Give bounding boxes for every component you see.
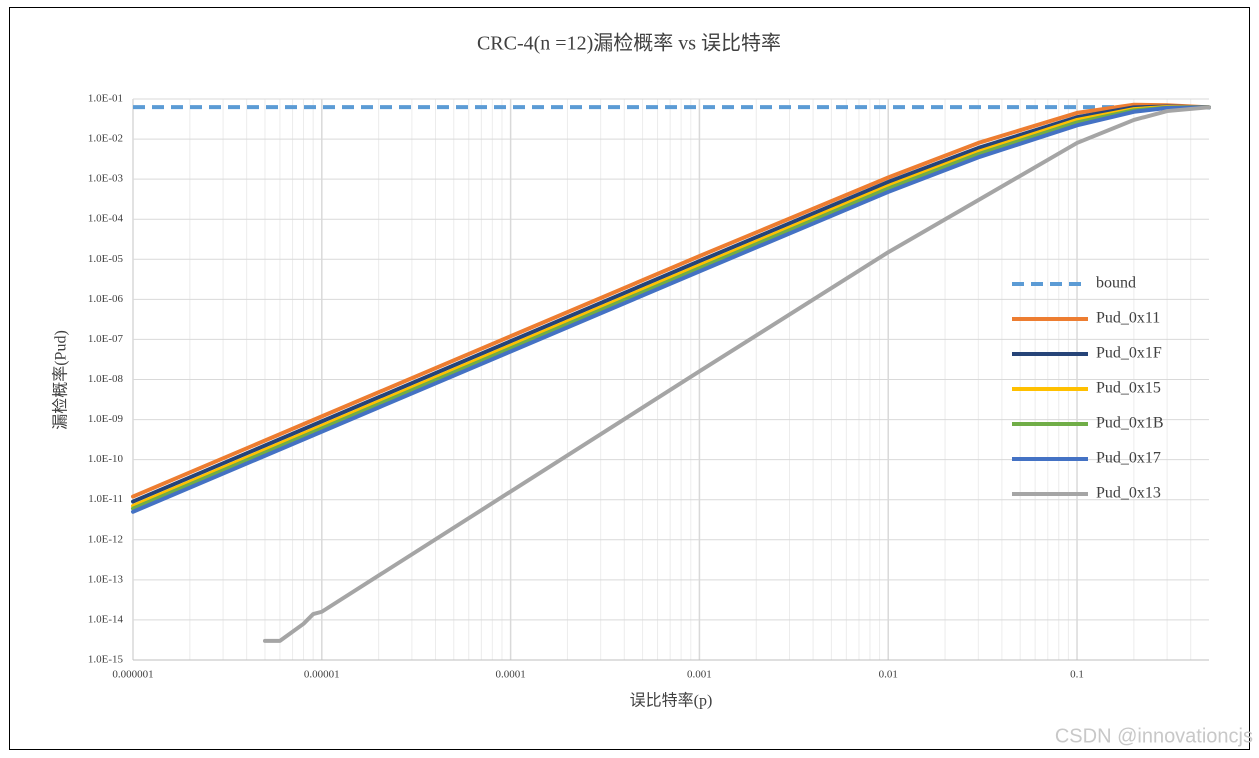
legend-label: Pud_0x11 [1096,310,1160,327]
y-tick-label: 1.0E-06 [88,293,124,305]
x-tick-label: 0.1 [1070,669,1084,681]
y-tick-label: 1.0E-01 [88,93,123,105]
series-line [131,105,1211,514]
legend-label: Pud_0x13 [1096,485,1161,502]
y-tick-label: 1.0E-09 [88,413,124,425]
x-tick-label: 0.01 [879,669,898,681]
y-tick-label: 1.0E-03 [88,173,124,185]
y-tick-label: 1.0E-12 [88,533,123,545]
y-tick-label: 1.0E-10 [88,453,124,465]
series-line [262,105,1211,643]
legend-label: Pud_0x1F [1096,345,1162,362]
y-tick-label: 1.0E-15 [88,654,124,666]
y-tick-label: 1.0E-14 [88,613,124,625]
y-tick-label: 1.0E-07 [88,333,124,345]
x-axis-label: 误比特率(p) [630,692,713,710]
legend-label: Pud_0x1B [1096,415,1164,432]
legend-label: Pud_0x15 [1096,380,1161,397]
y-tick-label: 1.0E-02 [88,133,123,145]
y-tick-label: 1.0E-05 [88,253,124,265]
x-tick-label: 0.000001 [112,669,153,681]
legend-label: bound [1096,275,1136,292]
y-tick-label: 1.0E-08 [88,373,124,385]
y-tick-label: 1.0E-11 [88,493,123,505]
y-axis-label: 漏检概率(Pud) [52,330,70,430]
x-tick-label: 0.001 [687,669,712,681]
y-tick-label: 1.0E-04 [88,213,124,225]
watermark: CSDN @innovationcjs [1055,725,1253,747]
y-tick-label: 1.0E-13 [88,573,124,585]
legend-label: Pud_0x17 [1096,450,1161,467]
chart-title: CRC-4(n =12)漏检概率 vs 误比特率 [477,32,781,55]
x-tick-label: 0.00001 [304,669,340,681]
labels: 1.0E-01 1.0E-02 1.0E-03 1.0E-04 1.0E-05 1.0E-… [88,93,1164,681]
lines [131,102,1211,643]
x-tick-label: 0.0001 [495,669,525,681]
